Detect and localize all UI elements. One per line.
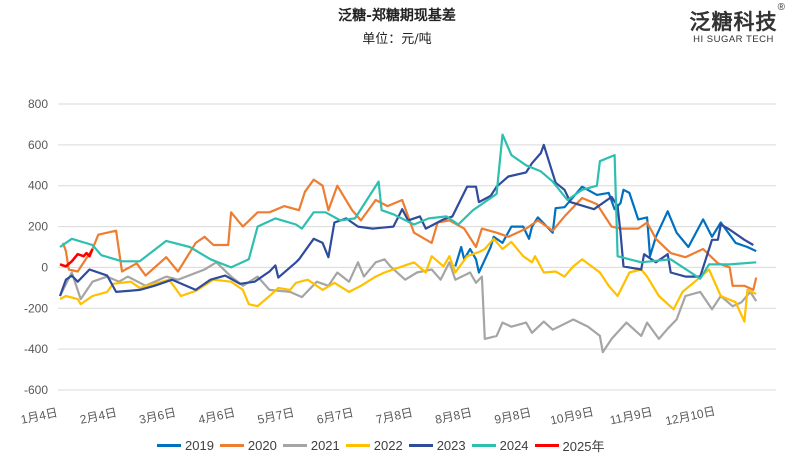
legend-item: 2025年 [534,436,605,455]
y-tick-label: 200 [28,220,48,234]
legend-label: 2022 [373,438,403,453]
x-tick-label: 7月8日 [375,405,414,426]
legend-label: 2025年 [562,439,605,454]
legend-item: 2021 [282,436,340,455]
series-line-2020 [61,178,758,291]
x-tick-label: 8月8日 [434,405,473,426]
legend-swatch [282,444,307,447]
y-axis: 800 600 400 200 0 -200 -400 -600 [24,97,48,397]
legend-swatch [219,444,244,447]
x-axis: 1月4日 2月4日 3月6日 4月6日 5月7日 6月7日 7月8日 8月8日 9月8日 10月9… [19,404,716,428]
legend-swatch [534,444,559,447]
series-line-2023 [58,143,754,297]
x-tick-label: 12月10日 [664,404,717,428]
series-line-2024 [59,133,757,280]
x-tick-label: 3月6日 [138,405,177,426]
legend-label: 2024 [499,438,529,453]
x-tick-label: 5月7日 [256,405,295,426]
legend-swatch [157,444,181,447]
series-lines [58,133,758,354]
series-line-2025年 [59,248,94,268]
x-tick-label: 6月7日 [315,405,354,426]
legend-label: 2023 [436,438,466,453]
legend-swatch [471,444,496,447]
legend: 2019 2020 2021 2022 2023 2024 2025年 [157,436,604,455]
series-line-2022 [59,237,757,323]
series-line-2019 [454,185,757,274]
x-tick-label: 10月9日 [549,405,595,428]
y-tick-label: -200 [24,301,48,315]
y-tick-label: 400 [28,179,48,193]
logo-en: HI SUGAR TECH [693,34,774,45]
x-tick-label: 2月4日 [79,405,118,426]
y-tick-label: -600 [24,383,48,397]
logo: 泛糖科技 HI SUGAR TECH ® [686,2,786,45]
series-line-2021 [59,258,758,354]
registered-mark: ® [777,2,785,13]
y-tick-label: 0 [41,260,48,274]
chart-title: 泛糖-郑糖期现基差 [338,8,456,24]
chart-subtitle: 单位：元/吨 [362,32,432,47]
legend-label: 2021 [310,438,340,453]
logo-cn: 泛糖科技 [689,10,778,34]
legend-item: 2022 [345,436,403,455]
legend-item: 2020 [219,436,277,455]
legend-item: 2019 [157,436,214,455]
legend-swatch [408,444,433,447]
y-tick-label: -400 [24,342,48,356]
legend-item: 2024 [471,436,529,455]
x-tick-label: 1月4日 [19,405,58,426]
legend-label: 2019 [185,438,214,453]
x-tick-label: 4月6日 [197,405,236,426]
x-tick-label: 11月9日 [609,405,654,428]
y-tick-label: 800 [28,97,48,111]
legend-label: 2020 [247,438,277,453]
y-tick-label: 600 [28,138,48,152]
x-tick-label: 9月8日 [493,405,532,426]
legend-swatch [345,444,370,447]
gridlines [58,103,776,391]
legend-item: 2023 [408,436,466,455]
